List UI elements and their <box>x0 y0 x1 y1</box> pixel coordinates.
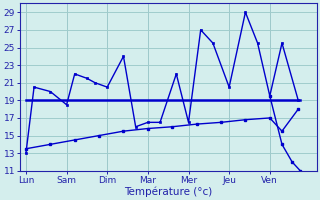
X-axis label: Température (°c): Température (°c) <box>124 186 212 197</box>
